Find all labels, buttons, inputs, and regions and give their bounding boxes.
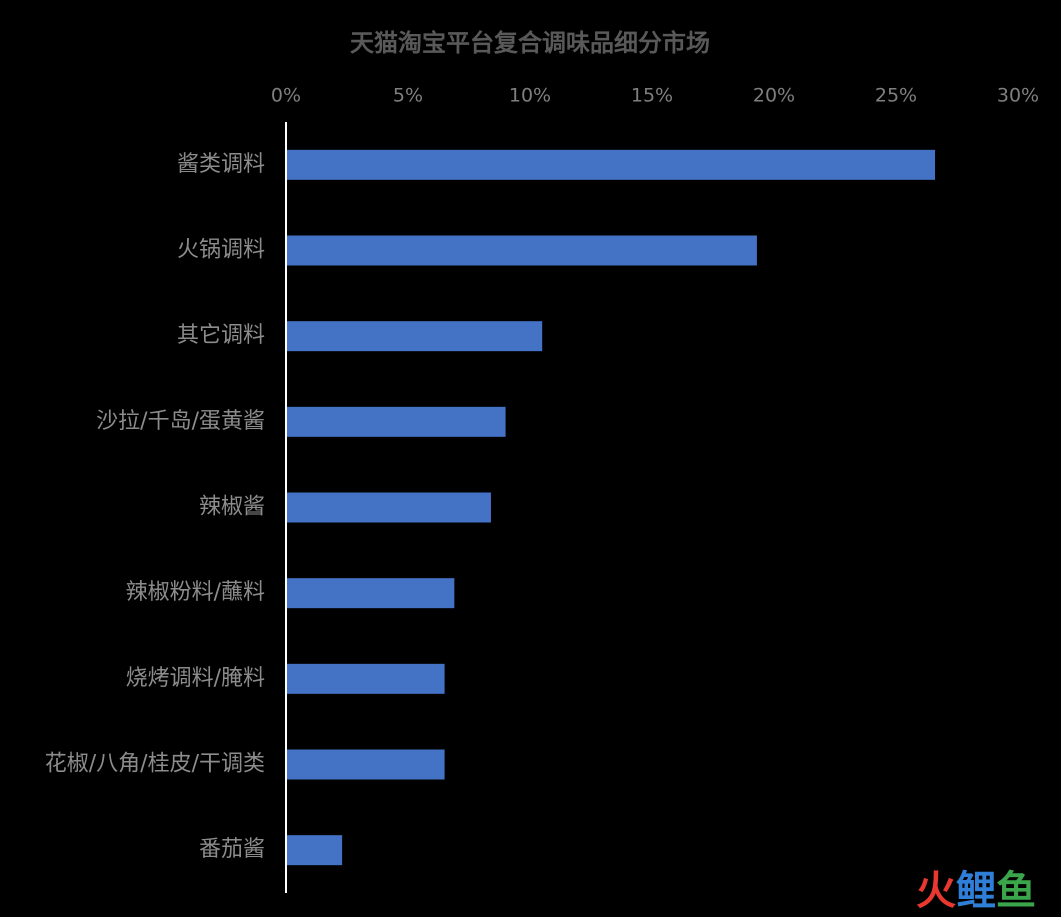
bar [286, 321, 543, 352]
bar [286, 578, 455, 609]
watermark-char: 鱼 [996, 868, 1036, 914]
bar [286, 149, 936, 180]
x-tick-label: 30% [997, 85, 1039, 107]
y-tick-label: 酱类调料 [177, 152, 265, 177]
x-tick-label: 20% [753, 85, 795, 107]
y-tick-label: 其它调料 [177, 323, 265, 348]
y-tick-label: 烧烤调料/腌料 [126, 666, 265, 691]
y-tick-label: 番茄酱 [199, 837, 265, 862]
bar [286, 406, 506, 437]
y-tick-label: 火锅调料 [177, 238, 265, 263]
x-tick-label: 25% [875, 85, 917, 107]
y-tick-label: 辣椒粉料/蘸料 [126, 580, 265, 605]
watermark: 火鲤鱼 [916, 868, 1036, 914]
bar [286, 835, 343, 866]
y-tick-label: 辣椒酱 [199, 495, 265, 520]
bar [286, 663, 445, 694]
x-tick-label: 5% [393, 85, 423, 107]
bar [286, 492, 491, 523]
x-tick-label: 15% [631, 85, 673, 107]
bar [286, 235, 757, 266]
watermark-char: 鲤 [956, 868, 996, 914]
y-tick-label: 沙拉/千岛/蛋黄酱 [96, 409, 265, 434]
y-tick-label: 花椒/八角/桂皮/干调类 [45, 752, 265, 777]
bar [286, 749, 445, 780]
chart-title: 天猫淘宝平台复合调味品细分市场 [350, 29, 710, 57]
x-tick-label: 10% [509, 85, 551, 107]
x-tick-label: 0% [271, 85, 301, 107]
watermark-char: 火 [916, 868, 956, 914]
